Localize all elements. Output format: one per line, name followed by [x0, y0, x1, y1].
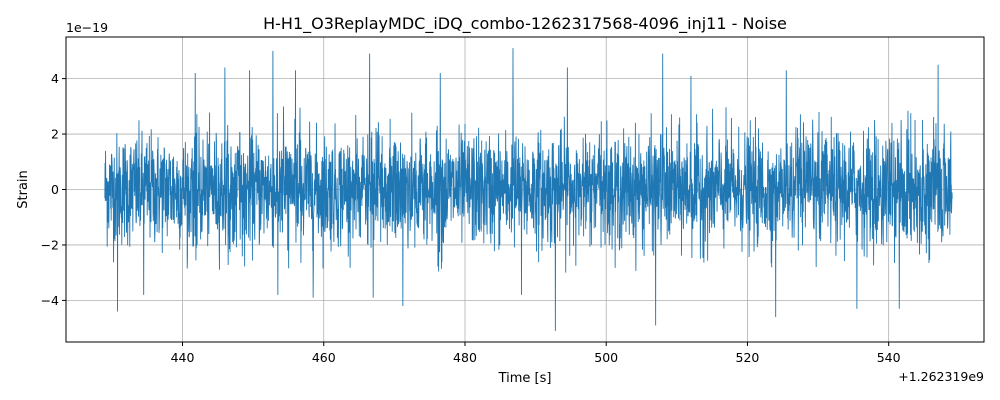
strain-series-line	[104, 48, 953, 331]
x-tick-label: 520	[736, 350, 760, 365]
y-tick-label: −2	[41, 237, 59, 252]
y-scale-label: 1e−19	[66, 20, 108, 35]
x-tick-label: 540	[877, 350, 901, 365]
x-offset-label: +1.262319e9	[898, 369, 984, 384]
y-tick-label: 0	[51, 182, 59, 197]
x-tick-label: 460	[312, 350, 336, 365]
x-tick-label: 480	[453, 350, 477, 365]
y-axis-label: Strain	[16, 170, 31, 209]
y-axis-ticks: −4 −2 0 2 4	[41, 71, 66, 308]
y-tick-label: −4	[41, 293, 59, 308]
x-axis-label: Time [s]	[498, 371, 552, 386]
y-tick-label: 4	[51, 71, 59, 86]
x-axis-ticks: 440 460 480 500 520 540	[171, 342, 901, 365]
y-tick-label: 2	[51, 127, 59, 142]
x-tick-label: 500	[594, 350, 618, 365]
chart-title: H-H1_O3ReplayMDC_iDQ_combo-1262317568-40…	[263, 14, 787, 34]
x-tick-label: 440	[171, 350, 195, 365]
